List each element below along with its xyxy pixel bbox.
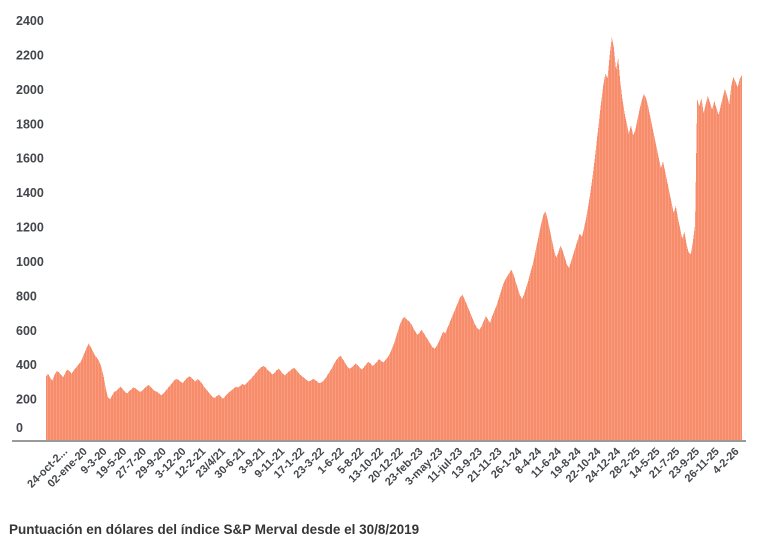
y-axis-tick-label: 800 bbox=[16, 289, 37, 303]
y-axis-tick-label: 400 bbox=[16, 358, 37, 372]
y-axis-tick-label: 600 bbox=[16, 324, 37, 338]
y-axis-tick-label: 1200 bbox=[16, 221, 44, 235]
y-axis-tick-label: 2000 bbox=[16, 83, 44, 97]
y-axis-tick-label: 0 bbox=[16, 421, 23, 435]
y-axis-tick-label: 2200 bbox=[16, 48, 44, 62]
y-axis-tick-label: 1800 bbox=[16, 117, 44, 131]
x-axis-line bbox=[12, 440, 746, 442]
y-axis-tick-label: 1600 bbox=[16, 152, 44, 166]
y-axis-tick-label: 1000 bbox=[16, 255, 44, 269]
price-area-series bbox=[46, 37, 742, 440]
y-axis-tick-label: 1400 bbox=[16, 186, 44, 200]
chart-caption: Puntuación en dólares del índice S&P Mer… bbox=[9, 522, 420, 537]
y-axis-tick-label: 200 bbox=[16, 393, 37, 407]
y-axis-tick-label: 2400 bbox=[16, 14, 44, 28]
merval-chart-svg: 0 200 400 600 800 1000 1200 1400 1600 1800 2000 220… bbox=[12, 14, 746, 490]
